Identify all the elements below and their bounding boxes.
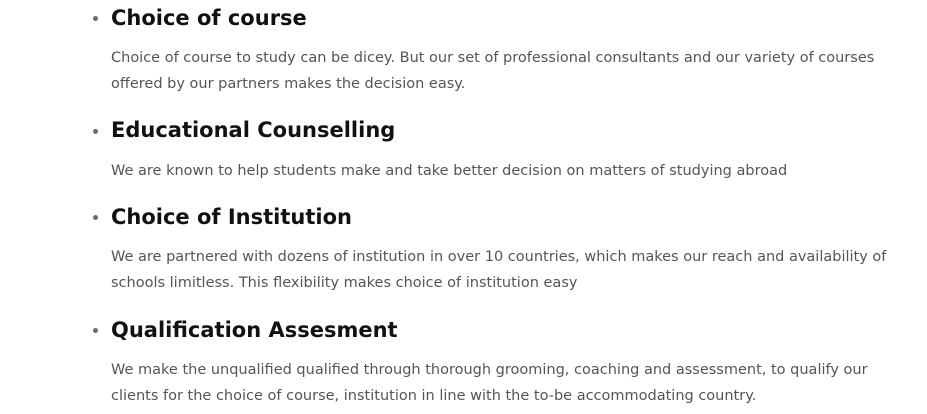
bullet-icon: [93, 328, 98, 333]
service-title: Choice of Institution: [111, 205, 352, 229]
service-title: Choice of course: [111, 6, 307, 30]
bullet-icon: [93, 16, 98, 21]
bullet-icon: [93, 215, 98, 220]
bullet-icon: [93, 129, 98, 134]
service-description: We are known to help students make and t…: [111, 163, 788, 179]
service-description: We are partnered with dozens of institut…: [111, 249, 887, 291]
service-title: Qualification Assesment: [111, 318, 398, 342]
service-description: Choice of course to study can be dicey. …: [111, 50, 875, 92]
service-title: Educational Counselling: [111, 118, 396, 142]
service-description: We make the unqualified qualified throug…: [111, 362, 868, 404]
